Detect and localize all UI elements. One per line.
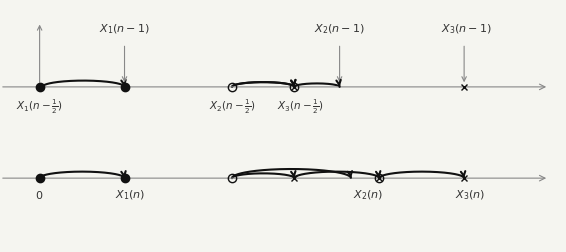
Text: $X_1(n)$: $X_1(n)$	[115, 188, 145, 202]
Text: $X_2(n)$: $X_2(n)$	[353, 188, 383, 202]
Text: $X_2(n-1)$: $X_2(n-1)$	[314, 23, 365, 37]
Text: $X_3(n)$: $X_3(n)$	[454, 188, 485, 202]
Text: $X_2(n-\frac{1}{2})$: $X_2(n-\frac{1}{2})$	[209, 97, 255, 116]
Text: $X_1(n-1)$: $X_1(n-1)$	[99, 23, 150, 37]
Text: $X_3(n-1)$: $X_3(n-1)$	[441, 23, 492, 37]
Text: $X_1(n-\frac{1}{2})$: $X_1(n-\frac{1}{2})$	[16, 97, 63, 116]
Text: $X_3(n-\frac{1}{2})$: $X_3(n-\frac{1}{2})$	[277, 97, 323, 116]
Text: $0$: $0$	[36, 188, 44, 201]
